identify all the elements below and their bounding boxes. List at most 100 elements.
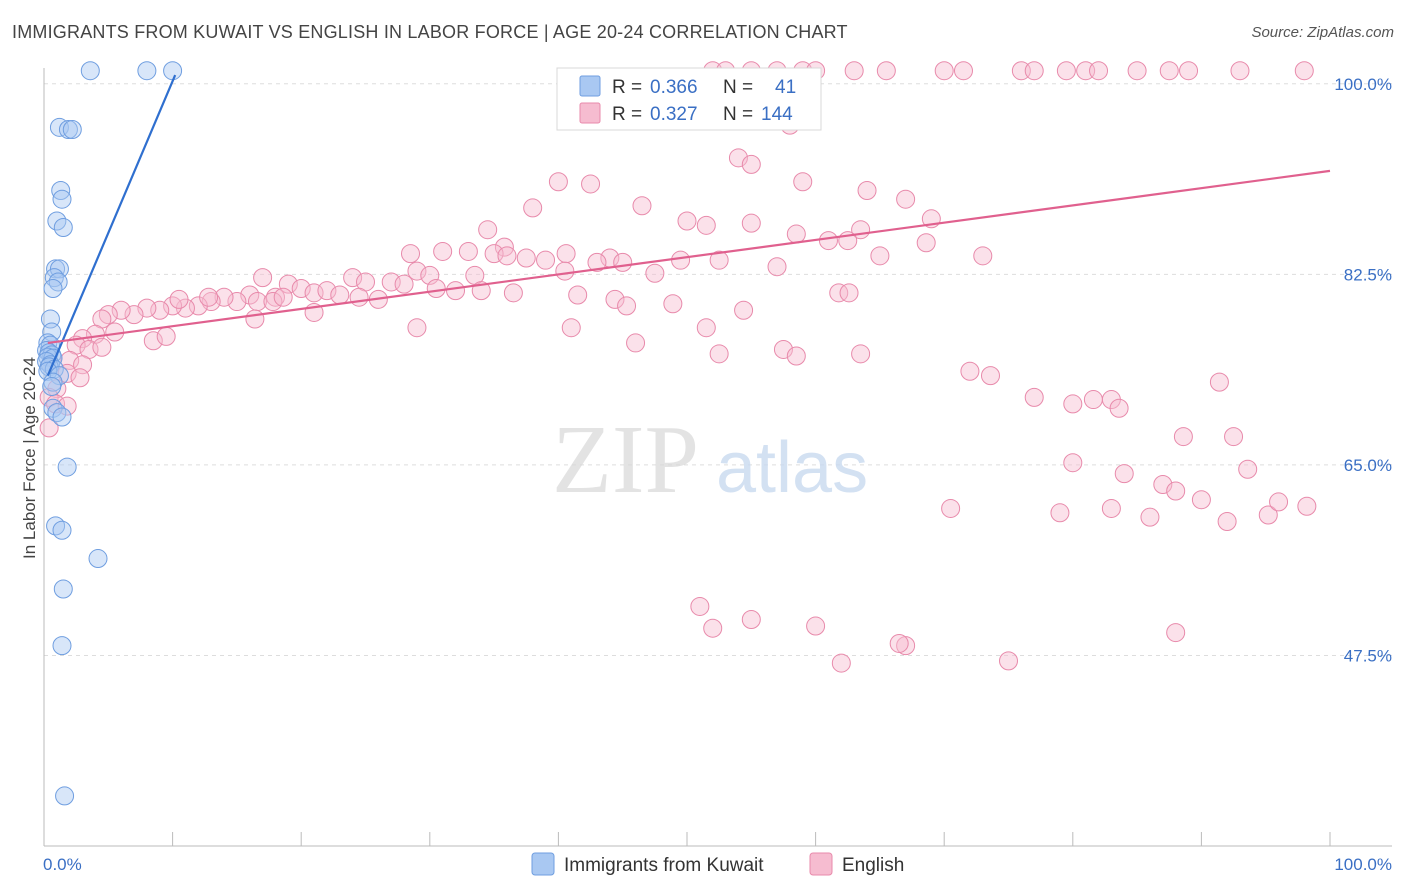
english-points — [39, 61, 1317, 673]
legend-r-value-english: 0.327 — [650, 104, 698, 125]
kuwait-point — [48, 272, 68, 292]
english-point — [1166, 623, 1186, 643]
english-point — [767, 257, 787, 277]
bottom-legend-swatch-kuwait — [531, 852, 555, 876]
english-point — [523, 198, 543, 218]
kuwait-point — [55, 786, 75, 806]
english-point — [1217, 512, 1237, 532]
english-point — [876, 61, 896, 81]
english-point — [1179, 61, 1199, 81]
english-point — [1127, 61, 1147, 81]
english-point — [1166, 481, 1186, 501]
english-point — [741, 610, 761, 630]
english-point — [671, 250, 691, 270]
english-point — [934, 61, 954, 81]
kuwait-point — [57, 457, 77, 477]
english-point — [561, 318, 581, 338]
english-point — [1224, 427, 1244, 447]
english-point — [516, 248, 536, 268]
english-point — [556, 244, 576, 264]
english-point — [458, 241, 478, 261]
english-point — [818, 231, 838, 251]
english-point — [696, 318, 716, 338]
english-point — [980, 366, 1000, 386]
english-point — [1083, 390, 1103, 410]
english-point — [1024, 387, 1044, 407]
kuwait-point — [137, 61, 157, 81]
chart-source: Source: ZipAtlas.com — [1251, 24, 1394, 41]
kuwait-point — [88, 549, 108, 569]
english-point — [407, 261, 427, 281]
x-tick-label-max: 100.0% — [1334, 855, 1392, 874]
english-point — [143, 331, 163, 351]
english-point — [70, 368, 90, 388]
english-point — [568, 285, 588, 305]
english-point — [253, 268, 273, 288]
english-point — [889, 633, 909, 653]
english-point — [433, 241, 453, 261]
english-point — [291, 278, 311, 298]
english-point — [394, 274, 414, 294]
english-point — [1063, 453, 1083, 473]
english-point — [734, 300, 754, 320]
english-point — [806, 616, 826, 636]
legend-n-label-kuwait: N = — [723, 77, 753, 98]
english-point — [831, 653, 851, 673]
y-tick-labels: 47.5% 65.0% 82.5% 100.0% — [1334, 75, 1392, 666]
english-point — [1114, 464, 1134, 484]
kuwait-point — [52, 520, 72, 540]
english-point — [1209, 372, 1229, 392]
english-point — [1269, 492, 1289, 512]
english-point — [1109, 398, 1129, 418]
english-point — [1089, 61, 1109, 81]
kuwait-point — [52, 636, 72, 656]
english-point — [57, 396, 77, 416]
english-point — [677, 211, 697, 231]
english-point — [973, 246, 993, 266]
english-point — [156, 326, 176, 346]
english-point — [829, 283, 849, 303]
english-point — [426, 278, 446, 298]
watermark: ZIP atlas — [552, 406, 868, 514]
english-trend-line — [47, 169, 1331, 345]
english-point — [663, 294, 683, 314]
english-point — [401, 244, 421, 264]
english-point — [690, 596, 710, 616]
english-point — [581, 174, 601, 194]
english-point — [1101, 498, 1121, 518]
kuwait-point — [53, 218, 73, 238]
english-point — [92, 337, 112, 357]
english-point — [1050, 503, 1070, 523]
english-point — [632, 196, 652, 216]
english-point — [709, 344, 729, 364]
english-point — [349, 287, 369, 307]
english-point — [786, 224, 806, 244]
english-point — [953, 61, 973, 81]
english-point — [1238, 459, 1258, 479]
english-point — [613, 252, 633, 272]
english-point — [1230, 61, 1250, 81]
bottom-legend-swatch-english — [809, 852, 833, 876]
axes — [43, 68, 1392, 847]
english-point — [1173, 427, 1193, 447]
english-point — [793, 172, 813, 192]
english-point — [1159, 61, 1179, 81]
english-point — [39, 418, 59, 438]
english-point — [1024, 61, 1044, 81]
english-point — [478, 220, 498, 240]
english-point — [124, 305, 144, 325]
english-point — [57, 363, 77, 383]
legend-n-label-english: N = — [723, 104, 753, 125]
bottom-legend-label-english: English — [842, 855, 904, 876]
english-point — [199, 287, 219, 307]
english-point — [1056, 61, 1076, 81]
english-point — [1294, 61, 1314, 81]
english-point — [839, 283, 859, 303]
watermark-atlas: atlas — [716, 428, 868, 508]
english-point — [626, 333, 646, 353]
kuwait-point — [43, 278, 63, 298]
english-point — [1063, 394, 1083, 414]
english-point — [111, 300, 131, 320]
english-point — [503, 283, 523, 303]
legend-r-value-kuwait: 0.366 — [650, 77, 698, 98]
